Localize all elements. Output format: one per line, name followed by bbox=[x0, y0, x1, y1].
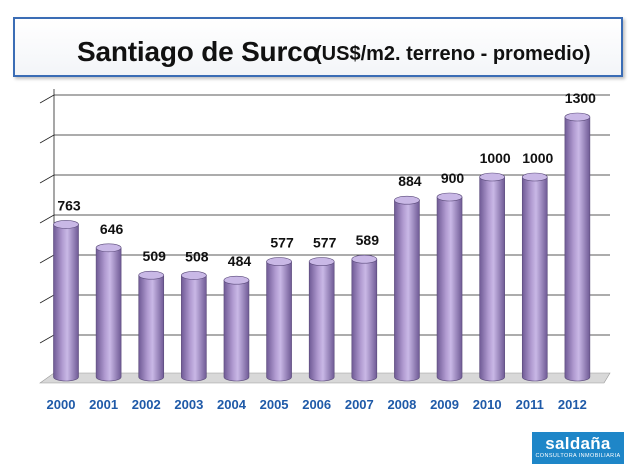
x-tick-label: 2003 bbox=[174, 397, 203, 412]
bar bbox=[95, 247, 122, 382]
data-label: 646 bbox=[100, 221, 124, 237]
chart-title: Santiago de Surco bbox=[77, 36, 320, 67]
x-tick-label: 2004 bbox=[217, 397, 247, 412]
bar bbox=[308, 261, 335, 382]
bar bbox=[223, 279, 250, 382]
gridline-edge bbox=[39, 134, 55, 144]
bar bbox=[436, 196, 463, 382]
bar bbox=[479, 176, 505, 382]
gridline-edge bbox=[39, 174, 55, 184]
bar-top bbox=[308, 257, 335, 266]
x-tick-label: 2002 bbox=[132, 397, 161, 412]
bar-top bbox=[351, 254, 378, 264]
bar-top bbox=[181, 271, 207, 280]
gridline-edge bbox=[39, 254, 55, 264]
x-tick-label: 2011 bbox=[516, 397, 544, 412]
bar-top bbox=[564, 112, 591, 122]
data-label: 508 bbox=[185, 248, 209, 264]
x-tick-label: 2000 bbox=[47, 397, 76, 412]
x-tick-label: 2005 bbox=[260, 397, 289, 412]
bar bbox=[53, 224, 79, 382]
x-tick-label: 2008 bbox=[387, 397, 416, 412]
bar bbox=[181, 275, 207, 382]
bar bbox=[351, 258, 378, 382]
bar-top bbox=[223, 275, 250, 285]
data-label: 763 bbox=[57, 197, 81, 213]
bar bbox=[521, 176, 548, 382]
bar-top bbox=[138, 270, 165, 280]
x-tick-label: 2007 bbox=[345, 397, 374, 412]
x-tick-label: 2009 bbox=[430, 397, 459, 412]
bar-top bbox=[436, 192, 463, 202]
x-tick-label: 2012 bbox=[558, 397, 587, 412]
data-label: 577 bbox=[313, 235, 337, 251]
data-label: 509 bbox=[143, 248, 167, 264]
bar-top bbox=[266, 257, 292, 266]
data-label: 1300 bbox=[565, 90, 596, 106]
data-label: 1000 bbox=[522, 150, 553, 166]
gridline-edge bbox=[39, 214, 55, 224]
bar-top bbox=[479, 172, 505, 182]
logo-tagline: CONSULTORA INMOBILIARIA bbox=[535, 453, 621, 459]
data-label: 900 bbox=[441, 170, 465, 186]
data-label: 1000 bbox=[480, 150, 511, 166]
data-label: 577 bbox=[270, 235, 294, 251]
title-box: Santiago de Surco (US$/m2. terreno - pro… bbox=[13, 17, 623, 77]
bar bbox=[266, 261, 292, 382]
chart-subtitle: (US$/m2. terreno - promedio) bbox=[315, 43, 591, 65]
bar-top bbox=[53, 220, 79, 229]
x-tick-label: 2010 bbox=[473, 397, 502, 412]
bar bbox=[394, 199, 420, 382]
bar bbox=[138, 274, 165, 382]
brand-logo: saldaña CONSULTORA INMOBILIARIA bbox=[532, 432, 624, 464]
bar-top bbox=[394, 195, 420, 205]
x-tick-label: 2006 bbox=[302, 397, 331, 412]
gridline-edge bbox=[39, 334, 55, 344]
data-label: 484 bbox=[228, 253, 252, 269]
bar-top bbox=[95, 243, 122, 253]
x-tick-label: 2001 bbox=[89, 397, 118, 412]
gridline-edge bbox=[39, 294, 55, 304]
gridline-edge bbox=[39, 94, 55, 104]
bar bbox=[564, 116, 591, 382]
logo-name: saldaña bbox=[545, 434, 611, 453]
bar-top bbox=[521, 172, 548, 182]
data-label: 884 bbox=[398, 173, 422, 189]
data-label: 589 bbox=[356, 232, 380, 248]
